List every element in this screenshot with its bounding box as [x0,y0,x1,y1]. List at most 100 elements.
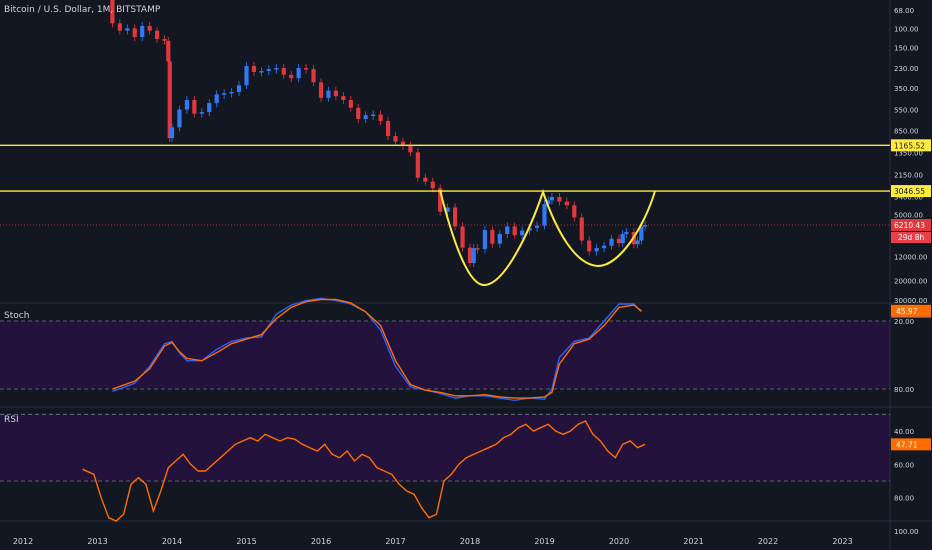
candle [371,114,376,116]
candle [438,188,443,212]
x-tick-label: 2017 [385,537,405,546]
candle [572,205,577,218]
candle [497,233,502,244]
level-badge [891,185,931,198]
x-tick-label: 2014 [162,537,182,546]
candle [166,40,171,62]
candle [594,248,599,252]
candle [546,200,551,205]
candle [266,69,271,72]
rsi-badge-label: 47.71 [896,440,918,449]
candle [214,94,219,104]
x-tick-label: 2020 [609,537,629,546]
rsi-tick-label: 60.00 [894,461,914,469]
price-tick-label: 150.00 [894,45,919,53]
stoch-band [0,321,890,389]
candle [520,230,525,236]
candle [199,112,204,114]
candle [445,207,450,212]
countdown-label: 29d 8h [898,233,924,242]
candle [147,25,152,31]
candle [274,68,279,70]
price-tick-label: 100.00 [894,25,919,33]
candle [326,90,331,98]
candle [453,207,458,227]
candle [557,196,562,202]
candle [616,238,622,244]
x-tick-label: 2012 [13,537,33,546]
candle [635,240,640,245]
candle [363,115,368,119]
x-tick-label: 2022 [758,537,778,546]
candle [140,25,145,38]
candle [162,38,167,41]
rsi-pane[interactable] [82,420,646,522]
price-pane[interactable] [0,0,890,287]
axis-layer: 68.00 100.00 150.00 230.00 350.00 550.00 850.0… [13,7,931,546]
candle [132,28,137,38]
stoch-d-line [112,298,642,399]
chart-title: Bitcoin / U.S. Dollar, 1M, BITSTAMP [4,5,161,15]
candle [318,82,324,98]
price-tick-label: 850.00 [894,127,919,135]
candle [430,181,435,189]
candle [587,240,592,252]
countdown-badge [891,231,931,243]
price-tick-label: 3400.00 [894,193,923,201]
candle [333,90,338,97]
rsi-line [82,420,646,522]
candle [244,65,249,86]
candle [281,68,286,75]
price-tick-label: 20000.00 [894,278,927,286]
x-tick-label: 2021 [683,537,703,546]
candle [408,145,413,153]
candle [579,217,584,241]
candle [222,93,227,95]
x-tick-label: 2018 [460,537,480,546]
level-badge-label: 3046.55 [894,187,925,196]
price-badge [891,218,931,231]
candle [423,177,428,182]
candle [475,248,480,250]
candle [378,114,383,122]
candle [169,127,175,139]
candle [184,99,189,110]
grid-layer [0,320,890,482]
candle [460,226,465,248]
candle [564,201,569,206]
candle [400,141,406,146]
candle [296,68,301,79]
x-tick-label: 2013 [87,537,107,546]
candle [609,238,614,246]
candle [639,226,644,241]
candle [356,107,361,119]
double-bottom-pattern [439,188,656,287]
candle [236,85,242,92]
candle [192,99,197,114]
price-tick-label: 5000.00 [894,212,923,220]
rsi-label: RSI [4,415,19,425]
candle [289,74,294,79]
candle [512,226,517,236]
stoch-tick-label: 20.00 [894,318,914,326]
price-tick-label: 230.00 [894,65,919,73]
x-tick-label: 2023 [832,537,852,546]
candle [341,96,346,100]
candle [385,121,391,137]
x-tick-label: 2016 [311,537,331,546]
candle [167,61,172,139]
rsi-tick-label: 100.00 [894,528,919,536]
stoch-pane[interactable] [112,297,642,402]
candle [251,65,257,73]
candle [229,91,234,94]
candle [177,109,182,128]
candle [207,103,212,113]
price-tick-label: 550.00 [894,107,919,115]
level-badge [891,139,931,152]
candle [482,230,487,250]
rsi-tick-label: 80.00 [894,495,914,503]
price-tick-label: 30000.00 [894,297,927,305]
candle [542,204,547,226]
